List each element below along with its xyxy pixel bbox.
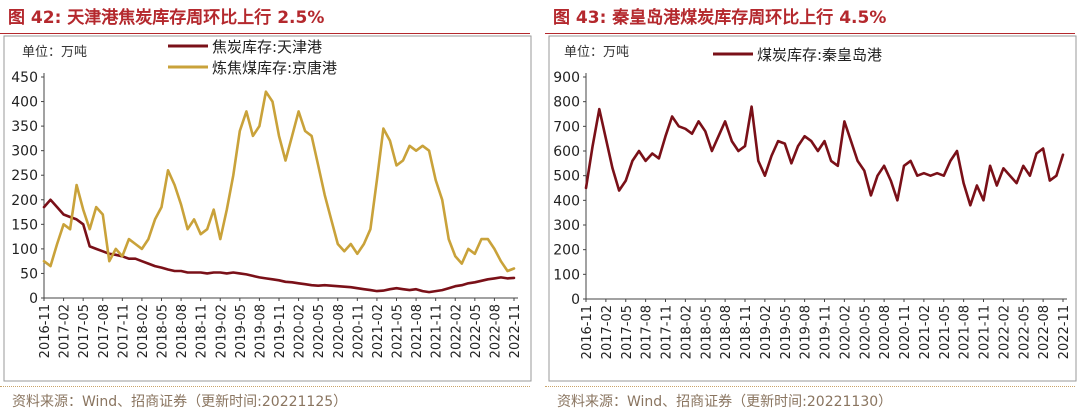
x-tick-label: 2022-02 [449, 304, 464, 358]
x-tick-label: 2019-02 [214, 304, 229, 358]
source-note: 资料来源：Wind、招商证券（更新时间:20221125） [12, 394, 348, 410]
x-tick-label: 2020-08 [332, 304, 347, 358]
x-tick-label: 2020-05 [858, 305, 873, 359]
x-tick-label: 2017-11 [116, 304, 131, 358]
y-tick-label: 200 [11, 193, 38, 209]
line-chart-qinhuangdao: 单位：万吨 0 100 200 300 400 500 600 700 800 900 2016-11… [548, 35, 1077, 382]
y-tick-label: 350 [11, 119, 38, 135]
x-tick-label: 2022-02 [997, 305, 1012, 359]
title-divider [0, 33, 530, 34]
y-tick-label: 100 [553, 267, 580, 283]
source-divider [0, 386, 530, 387]
y-tick-label: 250 [11, 168, 38, 184]
x-tick-label: 2021-08 [958, 305, 973, 359]
y-tick-label: 800 [553, 95, 580, 111]
x-tick-label: 2022-11 [1057, 305, 1072, 359]
figure-title: 图 42: 天津港焦炭库存周环比上行 2.5% [8, 8, 325, 28]
x-tick-label: 2019-11 [273, 304, 288, 358]
y-tick-label: 0 [571, 292, 580, 308]
x-tick-label: 2017-05 [620, 305, 635, 359]
y-tick-label: 600 [553, 144, 580, 160]
x-tick-label: 2018-11 [739, 305, 754, 359]
legend-label: 焦炭库存:天津港 [212, 38, 322, 56]
plot-frame [548, 35, 1077, 382]
x-tick-label: 2017-02 [600, 305, 615, 359]
x-tick-label: 2017-11 [660, 305, 675, 359]
x-tick-label: 2021-05 [938, 305, 953, 359]
x-tick-label: 2019-05 [779, 305, 794, 359]
x-tick-label: 2019-02 [759, 305, 774, 359]
y-tick-label: 150 [11, 217, 38, 233]
x-tick-label: 2017-08 [97, 304, 112, 358]
x-tick-label: 2016-11 [580, 305, 595, 359]
x-tick-label: 2018-02 [136, 304, 151, 358]
x-tick-label: 2020-05 [312, 304, 327, 358]
x-tick-label: 2021-02 [918, 305, 933, 359]
x-tick-label: 2017-08 [640, 305, 655, 359]
y-tick-label: 500 [553, 169, 580, 185]
y-tick-label: 400 [11, 95, 38, 111]
x-tick-label: 2019-05 [234, 304, 249, 358]
legend-label: 煤炭库存:秦皇岛港 [757, 46, 882, 64]
x-tick-label: 2018-11 [195, 304, 210, 358]
y-tick-label: 450 [11, 70, 38, 86]
source-note: 资料来源：Wind、招商证券（更新时间:20221130） [557, 394, 893, 410]
y-tick-label: 900 [553, 70, 580, 86]
x-tick-label: 2019-11 [819, 305, 834, 359]
y-tick-label: 50 [20, 266, 38, 282]
series-line [42, 90, 516, 273]
legend-label: 炼焦煤库存:京唐港 [212, 59, 337, 77]
x-tick-label: 2021-11 [978, 305, 993, 359]
x-tick-label: 2020-02 [293, 304, 308, 358]
x-tick-label: 2016-11 [38, 304, 53, 358]
x-tick-label: 2018-05 [699, 305, 714, 359]
series-line [584, 105, 1065, 207]
y-tick-label: 0 [29, 291, 38, 307]
x-tick-label: 2020-02 [838, 305, 853, 359]
x-tick-label: 2021-08 [410, 304, 425, 358]
x-tick-label: 2018-08 [719, 305, 734, 359]
chart-panel-right: 图 43: 秦皇岛港煤炭库存周环比上行 4.5% 单位：万吨 0 100 200 300… [545, 0, 1080, 412]
y-tick-label: 400 [553, 193, 580, 209]
y-tick-label: 100 [11, 242, 38, 258]
source-divider [545, 386, 1075, 387]
x-tick-label: 2018-02 [679, 305, 694, 359]
y-tick-label: 200 [553, 243, 580, 259]
y-tick-label: 700 [553, 119, 580, 135]
x-tick-label: 2021-05 [391, 304, 406, 358]
x-tick-label: 2020-11 [351, 304, 366, 358]
x-tick-label: 2018-08 [175, 304, 190, 358]
y-tick-label: 300 [11, 144, 38, 160]
x-tick-label: 2018-05 [156, 304, 171, 358]
x-tick-label: 2020-11 [898, 305, 913, 359]
x-tick-label: 2019-08 [253, 304, 268, 358]
x-tick-label: 2022-08 [1037, 305, 1052, 359]
x-tick-label: 2022-05 [1017, 305, 1032, 359]
x-tick-label: 2020-08 [878, 305, 893, 359]
title-divider [545, 33, 1075, 34]
x-tick-label: 2021-02 [371, 304, 386, 358]
line-chart-tianjin-jingtang: 单位：万吨 0 50 100 150 200 250 300 350 400 450 2016-11 2… [3, 35, 532, 382]
unit-label: 单位：万吨 [564, 45, 629, 60]
x-tick-label: 2022-11 [508, 304, 523, 358]
x-tick-label: 2022-05 [469, 304, 484, 358]
x-tick-label: 2017-02 [58, 304, 73, 358]
chart-panel-left: 图 42: 天津港焦炭库存周环比上行 2.5% 单位：万吨 0 50 100 150 20… [0, 0, 535, 412]
x-tick-label: 2019-08 [799, 305, 814, 359]
plot-frame [3, 35, 532, 382]
unit-label: 单位：万吨 [22, 45, 87, 60]
x-tick-label: 2021-11 [430, 304, 445, 358]
x-tick-label: 2017-05 [77, 304, 92, 358]
figure-title: 图 43: 秦皇岛港煤炭库存周环比上行 4.5% [553, 8, 887, 28]
x-tick-label: 2022-08 [488, 304, 503, 358]
y-tick-label: 300 [553, 218, 580, 234]
